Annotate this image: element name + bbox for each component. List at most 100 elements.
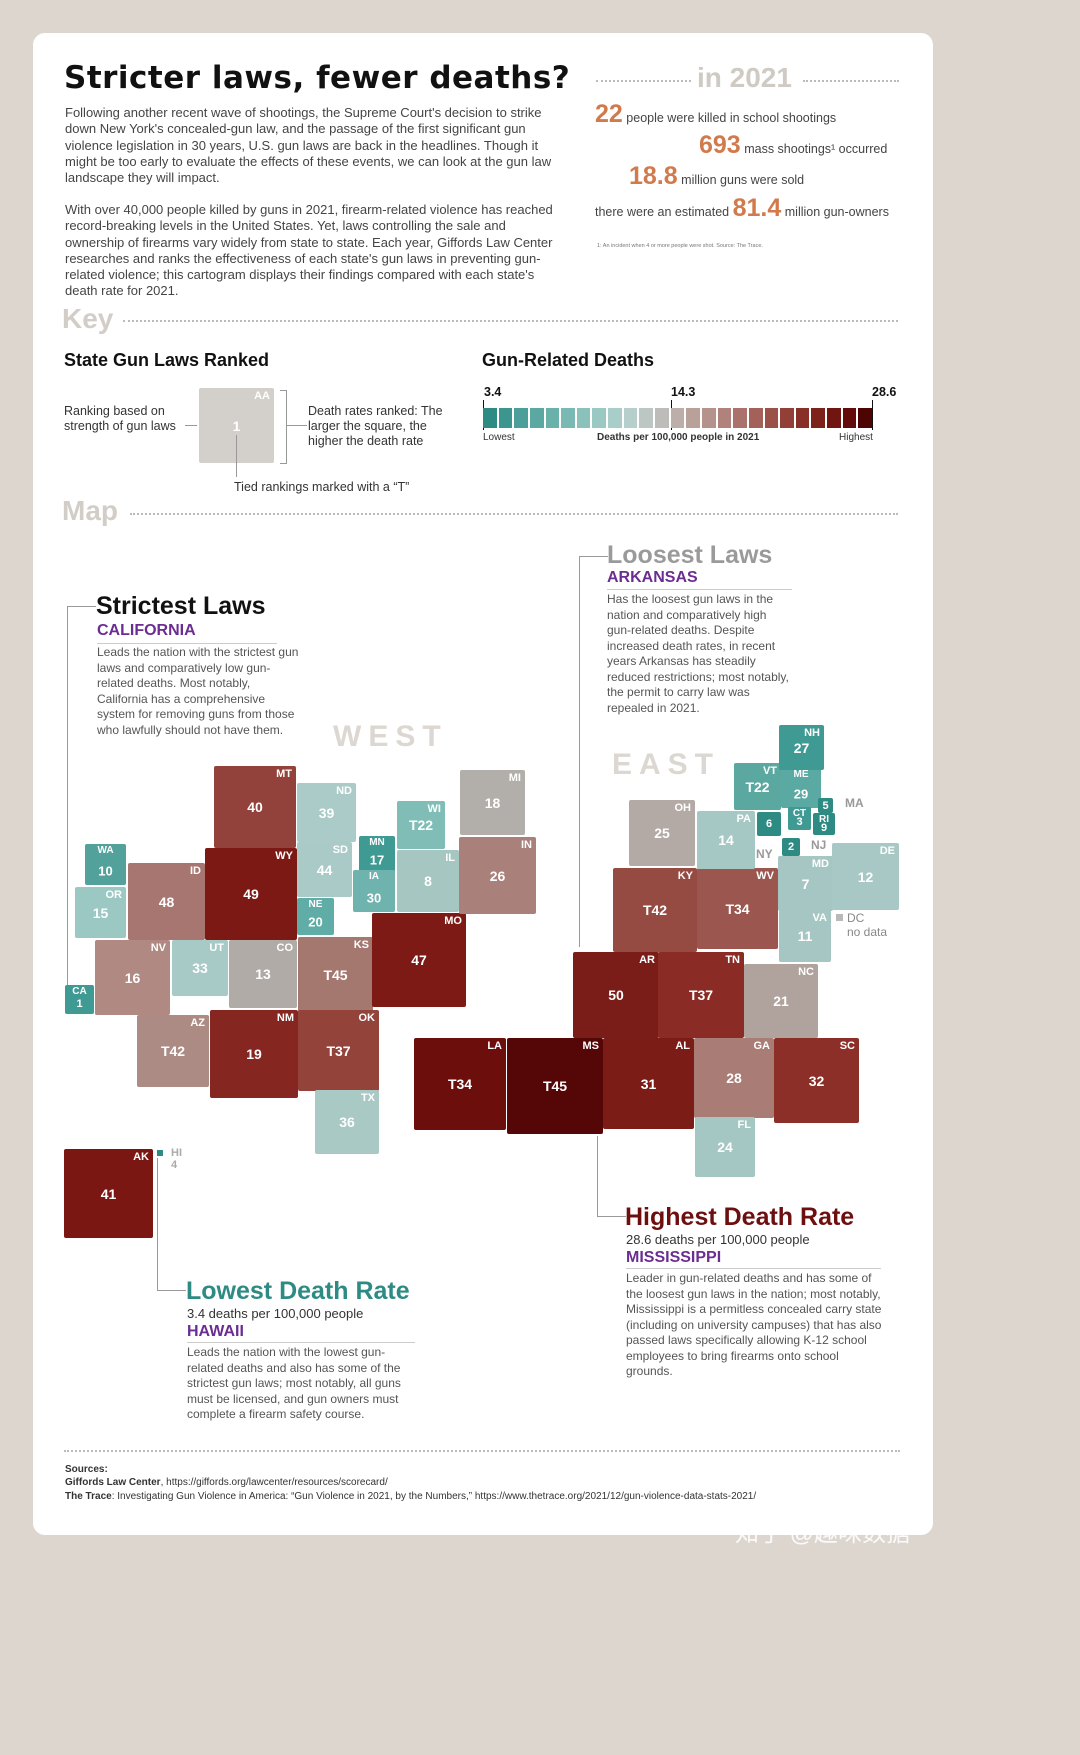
state-rank: 10	[98, 863, 113, 879]
state-abbr: MD	[811, 858, 829, 870]
state-rank: 18	[484, 794, 501, 811]
state-tile-vt: VT T22	[734, 763, 781, 810]
state-rank: 48	[158, 893, 175, 910]
state-rank: 27	[793, 739, 810, 756]
dc-swatch	[836, 914, 843, 921]
state-abbr: GA	[753, 1040, 771, 1052]
state-rank: 13	[255, 966, 271, 982]
key-bottom-connector	[236, 435, 237, 477]
state-rank: 11	[797, 928, 813, 944]
state-rank: 8	[424, 873, 432, 889]
state-tile-ga: GA 28	[694, 1038, 774, 1118]
hawaii-tile	[157, 1150, 163, 1156]
key-ranking-label: Ranking based on strength of gun laws	[64, 404, 176, 433]
scale-swatch	[529, 408, 544, 428]
state-tile-ky: KY T42	[613, 868, 697, 952]
scale-swatch	[608, 408, 622, 428]
state-abbr: VT	[762, 765, 777, 777]
state-rank: T22	[408, 817, 434, 833]
state-rank: 47	[411, 952, 427, 968]
state-tile-la: LA T34	[414, 1038, 506, 1130]
state-rank: 41	[100, 1185, 117, 1202]
state-abbr: WA	[97, 845, 114, 856]
low-callout-title: Lowest Death Rate	[186, 1277, 410, 1305]
strict-callout-text: Leads the nation with the strictest gun …	[97, 645, 299, 737]
state-tile-rank-5: 5	[818, 798, 833, 813]
state-tile-wy: WY 49	[205, 848, 297, 940]
state-tile-wa: WA 10	[85, 844, 126, 885]
state-abbr: VA	[812, 912, 827, 924]
label-ma: MA	[845, 796, 864, 810]
state-rank: T37	[688, 987, 714, 1003]
scale-swatch	[795, 408, 810, 428]
state-tile-wv: WV T34	[697, 868, 778, 949]
loose-callout-rule	[607, 589, 792, 590]
scale-swatch	[483, 408, 497, 428]
state-tile-co: CO 13	[229, 940, 297, 1008]
high-callout-rule	[626, 1268, 881, 1269]
label-nj: NJ	[811, 838, 827, 852]
scale-tick-max	[872, 400, 873, 430]
scale-swatch	[764, 408, 779, 428]
state-abbr: SC	[839, 1040, 855, 1052]
stats-footnote: 1: An incident when 4 or more people wer…	[597, 243, 763, 249]
state-tile-rank-2: 2	[782, 838, 800, 856]
state-tile-id: ID 48	[128, 863, 205, 940]
state-tile-al: AL 31	[603, 1038, 694, 1129]
state-abbr: MT	[276, 768, 292, 780]
stat-guns-sold-value: 18.8	[629, 162, 678, 190]
stat-mass-shootings: 693 mass shootings¹ occurred	[699, 131, 888, 159]
state-abbr: FL	[737, 1119, 751, 1131]
state-rank: T34	[725, 900, 750, 917]
state-abbr: RI	[819, 814, 829, 825]
state-abbr: MN	[369, 837, 385, 848]
sources-label: Sources:	[65, 1464, 108, 1475]
state-tile-in: IN 26	[459, 837, 536, 914]
key-right-bracket	[280, 390, 287, 464]
state-tile-az: AZ T42	[137, 1015, 209, 1087]
state-abbr: NC	[798, 966, 814, 978]
stats-divider-left	[596, 80, 691, 82]
scale-swatch	[545, 408, 560, 428]
low-callout-line	[157, 1158, 186, 1291]
scale-swatch	[827, 408, 841, 428]
strict-callout-rule	[97, 643, 277, 644]
stat-gun-owners: there were an estimated 81.4 million gun…	[595, 194, 889, 222]
label-dc: DC	[847, 911, 865, 925]
intro-paragraph-2: With over 40,000 people killed by guns i…	[65, 202, 553, 299]
state-rank: 25	[654, 825, 670, 841]
strict-callout-state: CALIFORNIA	[97, 622, 196, 639]
state-rank: 16	[124, 969, 141, 986]
stat-mass-shootings-value: 693	[699, 131, 741, 159]
state-tile-ms: MS T45	[507, 1038, 603, 1134]
state-tile-me: ME 29	[781, 768, 821, 808]
scale-swatch	[858, 408, 873, 428]
scale-caption: Deaths per 100,000 people in 2021	[597, 432, 760, 443]
state-tile-ne: NE 20	[297, 898, 334, 935]
state-abbr: ND	[336, 785, 352, 797]
low-callout-subtitle: 3.4 deaths per 100,000 people	[187, 1306, 364, 1321]
state-rank: T42	[160, 1043, 186, 1059]
state-tile-pa: PA 14	[697, 811, 755, 869]
scale-swatch	[592, 408, 607, 428]
scale-swatch	[576, 408, 591, 428]
stat-guns-sold: 18.8 million guns were sold	[629, 162, 805, 190]
state-tile-ri: RI 9	[813, 813, 835, 835]
loose-callout-state: ARKANSAS	[607, 569, 698, 586]
loose-callout-line	[579, 556, 608, 947]
high-callout-state: MISSISSIPPI	[626, 1249, 722, 1266]
scale-swatch	[717, 408, 732, 428]
state-tile-ut: UT 33	[172, 940, 228, 996]
hawaii-label: HI 4	[171, 1147, 182, 1171]
state-abbr: KY	[677, 870, 693, 882]
state-abbr: AL	[675, 1040, 690, 1052]
state-abbr: AK	[133, 1151, 149, 1163]
state-abbr: ID	[190, 865, 201, 877]
state-rank: 26	[489, 867, 506, 884]
key-divider	[123, 320, 898, 322]
state-tile-nh: NH 27	[779, 725, 824, 770]
state-rank: 14	[718, 832, 734, 848]
scale-swatch	[748, 408, 763, 428]
state-rank: 44	[316, 861, 333, 878]
state-abbr: MS	[582, 1040, 600, 1052]
